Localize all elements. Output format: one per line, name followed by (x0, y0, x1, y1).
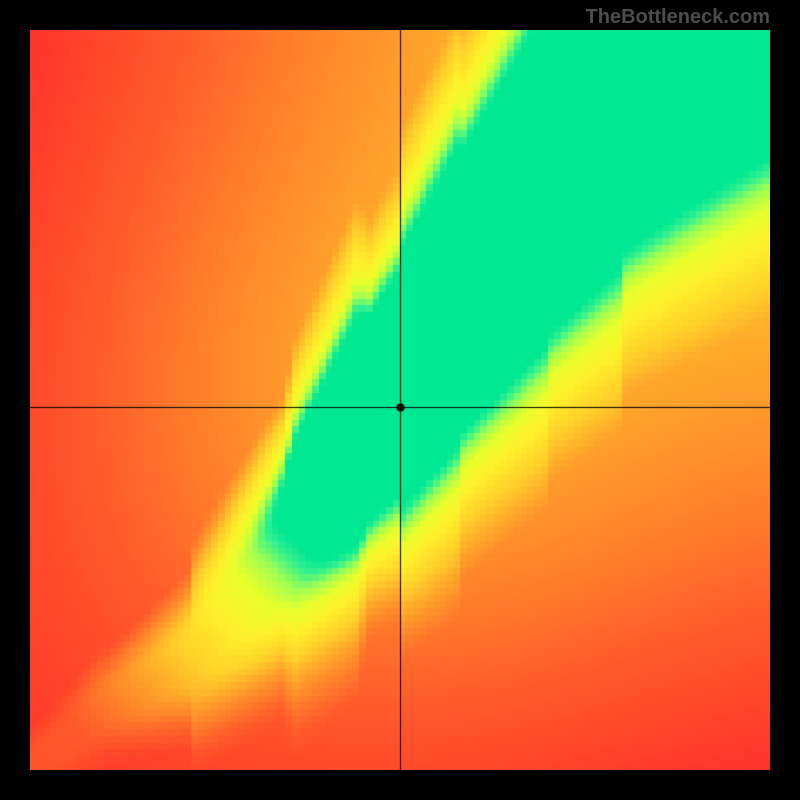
bottleneck-heatmap (30, 30, 770, 770)
watermark-text: TheBottleneck.com (586, 6, 770, 29)
chart-container: TheBottleneck.com (0, 0, 800, 800)
